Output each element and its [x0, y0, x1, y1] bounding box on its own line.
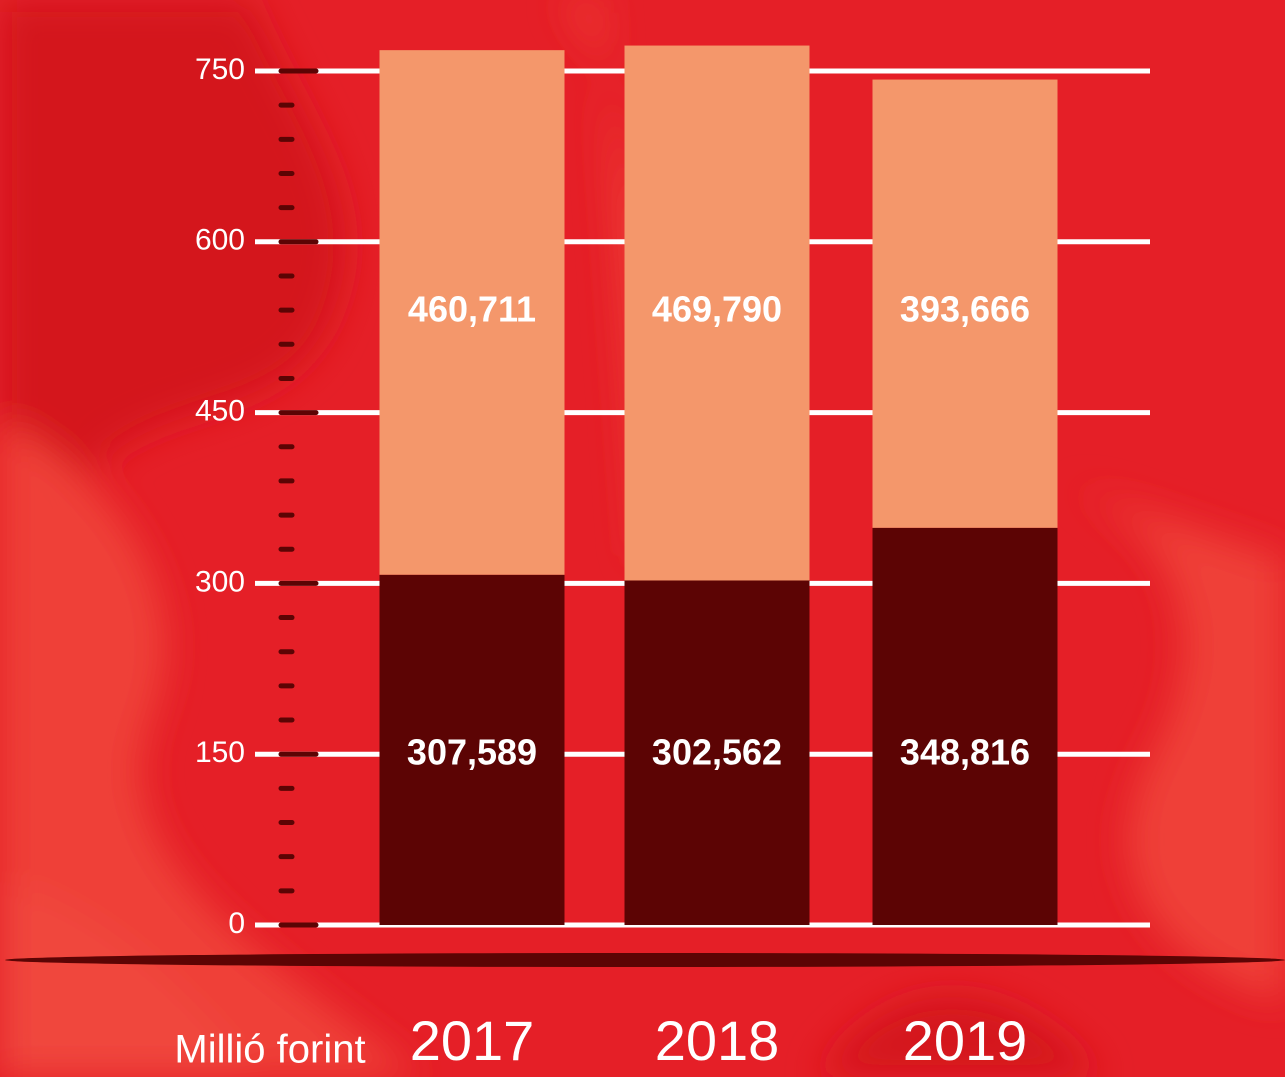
- y-tick-label: 150: [195, 736, 245, 769]
- bar-segment: [379, 574, 565, 925]
- bar-segment: [624, 45, 810, 581]
- y-tick-label: 0: [228, 907, 245, 940]
- bar-segment: [379, 50, 565, 575]
- value-label: 302,562: [652, 732, 782, 773]
- value-label: 348,816: [900, 732, 1030, 773]
- y-axis-label: Millió forint: [174, 1028, 365, 1072]
- bar-segment: [624, 580, 810, 925]
- y-tick-label: 750: [195, 53, 245, 86]
- y-tick-label: 450: [195, 395, 245, 428]
- value-label: 460,711: [408, 289, 536, 330]
- x-tick-label: 2019: [903, 1009, 1028, 1072]
- x-tick-label: 2018: [655, 1009, 780, 1072]
- bar-segment: [872, 527, 1058, 925]
- value-label: 307,589: [407, 732, 537, 773]
- y-tick-label: 300: [195, 565, 245, 598]
- baseline-shadow: [5, 953, 1285, 967]
- value-label: 469,790: [652, 289, 782, 330]
- x-tick-label: 2017: [410, 1009, 535, 1072]
- bar-segment: [872, 79, 1058, 528]
- value-label: 393,666: [900, 289, 1030, 330]
- y-tick-label: 600: [195, 224, 245, 257]
